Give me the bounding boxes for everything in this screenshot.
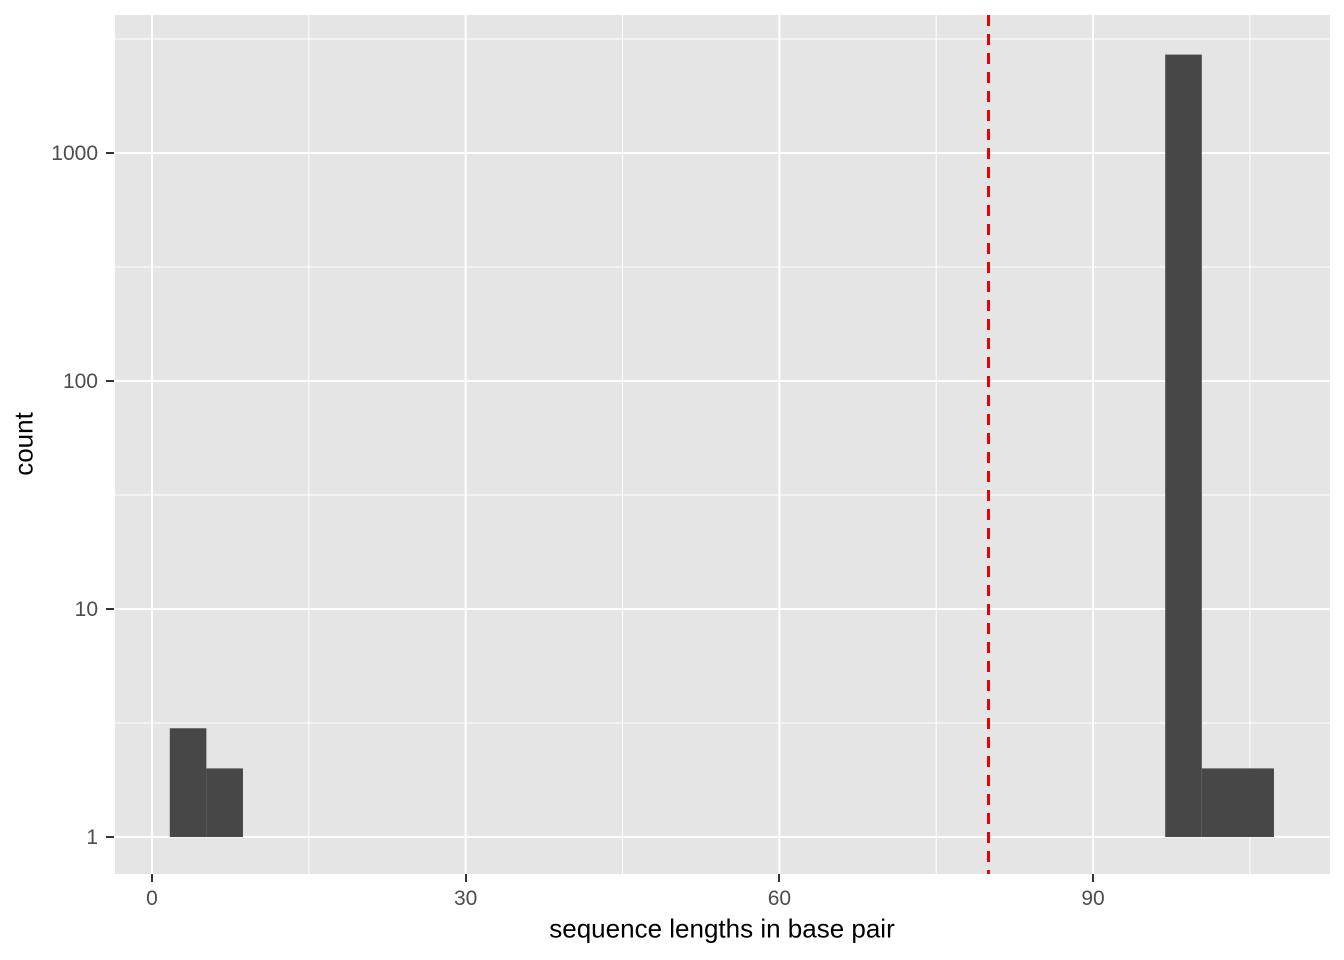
x-axis-tick-label: 0 xyxy=(146,887,158,910)
x-axis-tick-mark xyxy=(1092,874,1095,882)
histogram-bar xyxy=(206,768,243,838)
histogram-bar xyxy=(169,728,207,838)
histogram-bar xyxy=(1165,54,1202,838)
x-axis-tick-mark xyxy=(464,874,467,882)
y-axis-tick-label: 1 xyxy=(86,826,98,850)
histogram-bar xyxy=(1201,768,1274,838)
plot-canvas xyxy=(115,15,1330,874)
plot-panel xyxy=(115,15,1330,874)
x-axis-title: sequence lengths in base pair xyxy=(549,913,895,944)
y-axis-tick-label: 100 xyxy=(62,369,98,393)
y-axis-tick-mark xyxy=(106,379,114,382)
x-axis-tick-mark xyxy=(151,874,153,882)
y-axis-tick-label: 10 xyxy=(74,598,98,622)
x-axis-tick-label: 30 xyxy=(454,887,478,910)
x-axis-tick-label: 90 xyxy=(1081,887,1105,910)
y-axis-title: count xyxy=(8,412,39,476)
x-axis-tick-mark xyxy=(778,874,781,882)
x-axis-tick-label: 60 xyxy=(767,887,792,910)
y-axis-tick-mark xyxy=(106,151,114,154)
y-axis-tick-mark xyxy=(106,608,114,611)
y-axis-tick-label: 1000 xyxy=(51,141,98,165)
y-axis-tick-mark xyxy=(106,836,114,839)
